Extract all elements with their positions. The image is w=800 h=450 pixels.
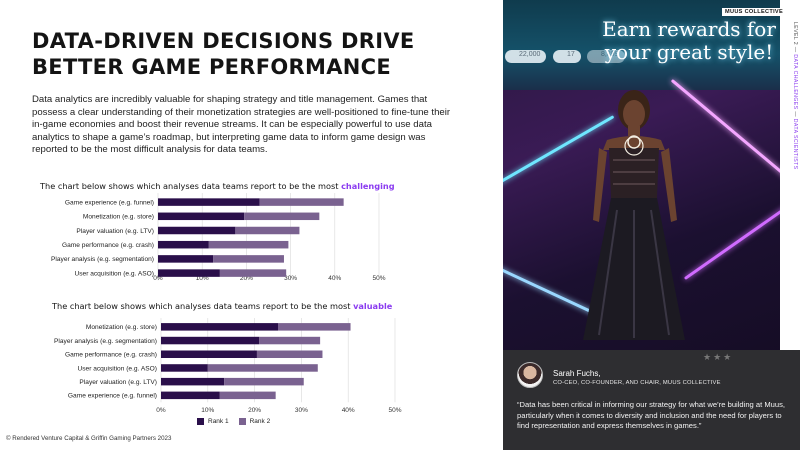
bar-rank1 (161, 336, 260, 345)
chart1-heading-prefix: The chart below shows which analyses dat… (40, 181, 342, 191)
game-banner-text: Earn rewards for your great style! (602, 17, 776, 64)
body-paragraph: Data analytics are incredibly valuable f… (32, 94, 451, 156)
bar-rank2 (208, 240, 289, 249)
bar-rank1 (158, 226, 236, 235)
bar-rank2 (224, 377, 304, 386)
x-tick-label: 10% (201, 407, 214, 414)
brand-label: MUUS COLLECTIVE (722, 8, 786, 16)
copyright-footer: © Rendered Venture Capital & Griffin Gam… (6, 435, 172, 442)
category-label: User acquisition (e.g. ASO) (74, 270, 154, 277)
game-character-illustration (583, 90, 685, 340)
quote-box (503, 350, 800, 450)
stat-gems: 17 (553, 50, 581, 63)
bar-rank2 (259, 198, 344, 206)
stat-coins: 22,000 (505, 50, 547, 63)
bar-rank1 (161, 350, 257, 358)
category-label: Player valuation (e.g. LTV) (76, 228, 154, 235)
category-label: Game experience (e.g. funnel) (68, 393, 157, 400)
bar-rank2 (244, 212, 320, 221)
x-tick-label: 50% (372, 275, 385, 282)
x-tick-label: 50% (388, 407, 401, 414)
legend-rank2: Rank 2 (238, 418, 271, 425)
right-panel: 22,000 17 8,899 Earn rewards for your gr… (503, 0, 800, 450)
category-label: User acquisition (e.g. ASO) (77, 365, 157, 372)
category-label: Player valuation (e.g. LTV) (79, 379, 157, 386)
category-label: Game performance (e.g. crash) (62, 242, 154, 249)
x-tick-label: 0% (156, 407, 166, 414)
bar-rank1 (161, 391, 220, 400)
chart2-heading-prefix: The chart below shows which analyses dat… (52, 301, 354, 311)
chart2-heading: The chart below shows which analyses dat… (52, 301, 392, 311)
bar-rank2 (219, 391, 276, 400)
legend-rank2-label: Rank 2 (249, 418, 271, 425)
legend-swatch-rank1 (197, 418, 204, 425)
vertical-breadcrumb: LEVEL 2 — DATA CHALLENGES — DATA SCIENTI… (792, 22, 798, 170)
breadcrumb-scientists: DATA SCIENTISTS (792, 118, 798, 170)
category-label: Monetization (e.g. store) (83, 214, 154, 221)
chart-legend: Rank 1 Rank 2 (197, 418, 270, 425)
stat-points: 8,899 (587, 50, 625, 63)
bar-rank1 (161, 377, 225, 386)
x-tick-label: 20% (240, 275, 253, 282)
bar-rank1 (158, 198, 260, 206)
x-tick-label: 20% (248, 407, 261, 414)
chart1-heading: The chart below shows which analyses dat… (40, 181, 395, 191)
x-tick-label: 30% (295, 407, 308, 414)
side-strip (780, 0, 800, 350)
bar-rank2 (259, 336, 321, 345)
avatar (517, 362, 543, 388)
x-tick-label: 10% (196, 275, 209, 282)
category-label: Game experience (e.g. funnel) (65, 199, 154, 206)
legend-rank1-label: Rank 1 (208, 418, 229, 425)
x-tick-label: 40% (328, 275, 341, 282)
rating-stars-icon: ★★★ (703, 352, 734, 362)
bar-rank1 (158, 269, 220, 277)
chart2-valuable: 0% 10% 20% 30% 40% 50% Monetization (e.g. stor… (54, 318, 402, 414)
category-label: Player analysis (e.g. segmentation) (51, 256, 154, 263)
x-tick-label: 30% (284, 275, 297, 282)
breadcrumb-level: LEVEL 2 (792, 22, 798, 46)
bar-rank2 (256, 350, 323, 358)
chart1-challenging: 0% 10% 20% 30% 40% 50% Game experience (e.g. f… (51, 193, 386, 282)
bar-rank1 (158, 255, 214, 263)
bar-rank2 (213, 255, 284, 263)
page-title: DATA-DRIVEN DECISIONS DRIVE BETTER GAME … (32, 29, 415, 79)
quote-author-name: Sarah Fuchs, (553, 369, 601, 378)
quote-author-role: CO-CEO, CO-FOUNDER, AND CHAIR, MUUS COLL… (553, 380, 721, 386)
legend-swatch-rank2 (238, 418, 246, 425)
legend-rank1: Rank 1 (197, 418, 229, 425)
category-label: Player analysis (e.g. segmentation) (54, 338, 157, 345)
bar-rank2 (278, 323, 351, 331)
chart2-heading-accent: valuable (353, 301, 393, 311)
left-panel: DATA-DRIVEN DECISIONS DRIVE BETTER GAME … (6, 29, 451, 442)
bar-rank1 (158, 240, 209, 249)
bar-rank1 (158, 212, 245, 221)
neon-line-purple (683, 202, 793, 281)
bar-rank2 (207, 364, 318, 372)
quote-text: “Data has been critical in informing our… (517, 400, 786, 431)
category-label: Monetization (e.g. store) (86, 324, 157, 331)
bar-rank2 (219, 269, 287, 277)
bar-rank1 (161, 323, 278, 331)
breadcrumb-challenges: DATA CHALLENGES (792, 54, 798, 110)
bar-rank2 (235, 226, 300, 235)
chart1-heading-accent: challenging (341, 181, 395, 191)
bar-rank1 (161, 364, 208, 372)
x-tick-label: 0% (153, 275, 163, 282)
category-label: Game performance (e.g. crash) (65, 352, 157, 359)
x-tick-label: 40% (342, 407, 355, 414)
